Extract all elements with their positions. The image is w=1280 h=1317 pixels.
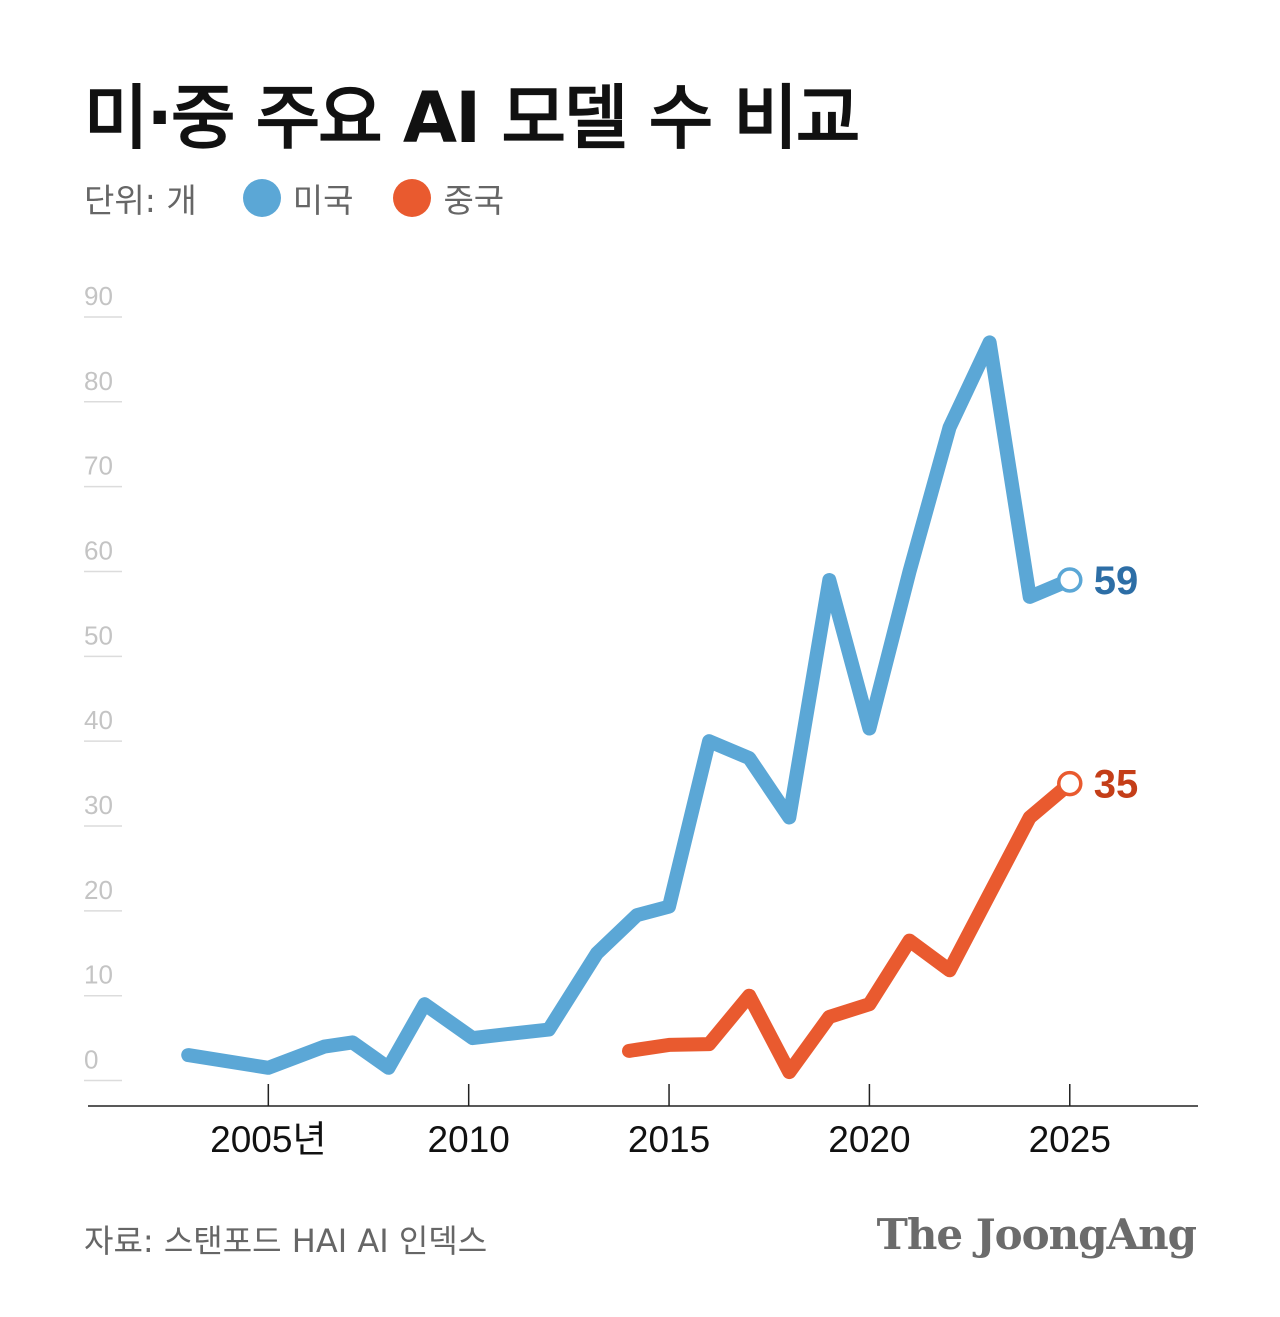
y-tick-label-60: 60 [84,535,113,565]
legend-item-china: 중국 [393,174,504,222]
y-tick-label-80: 80 [84,366,113,396]
series-line-us [181,335,1077,1075]
legend-label-china: 중국 [443,181,505,220]
series-line-china [622,776,1077,1080]
legend-dot-china [393,179,432,217]
x-tick-label-2015: 2015 [628,1119,710,1160]
legend-dot-us [242,179,281,217]
source-note: 자료: 스탠포드 HAI AI 인덱스 [84,1222,488,1260]
y-tick-label-70: 70 [84,451,113,481]
end-label-china: 35 [1094,763,1139,807]
end-label-us: 59 [1094,559,1139,603]
legend: 단위: 개 미국 중국 [84,176,544,220]
chart-title: 미·중 주요 AI 모델 수 비교 [84,77,860,159]
end-marker-china [1057,770,1083,797]
x-tick-label-2005: 2005년 [210,1119,326,1160]
x-tick-label-2025: 2025 [1029,1119,1111,1160]
legend-item-us: 미국 [242,174,354,222]
y-tick-label-30: 30 [84,790,113,820]
y-tick-label-40: 40 [84,705,113,735]
y-tick-label-10: 10 [84,960,113,990]
y-tick-label-0: 0 [84,1045,98,1075]
y-tick-label-20: 20 [84,875,113,905]
end-marker-us [1057,567,1083,593]
unit-label: 단위: 개 [84,181,197,220]
y-tick-label-90: 90 [84,281,113,311]
x-tick-label-2010: 2010 [428,1119,510,1160]
brand-logo: The JoongAng [876,1210,1197,1259]
legend-label-us: 미국 [292,181,354,220]
x-tick-label-2020: 2020 [828,1119,910,1160]
y-tick-label-50: 50 [84,620,113,650]
